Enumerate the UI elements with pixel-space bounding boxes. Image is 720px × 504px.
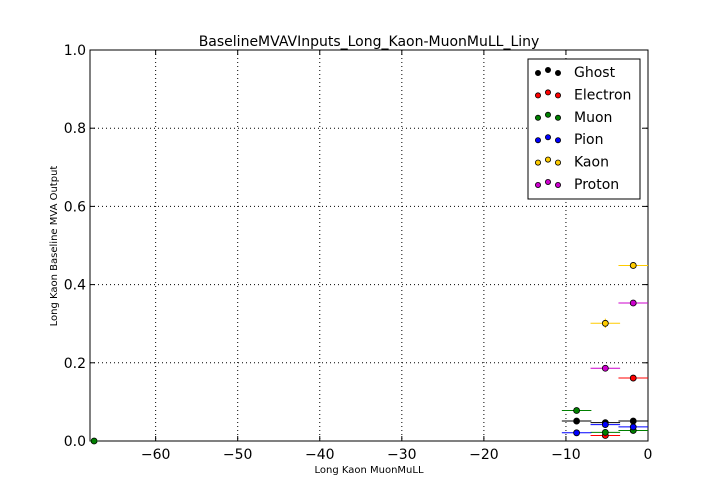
data-point-muon — [573, 407, 581, 414]
x-tick-label: −30 — [387, 447, 417, 463]
chart-title: BaselineMVAVInputs_Long_Kaon-MuonMuLL_Li… — [199, 34, 540, 50]
legend-marker-pion — [535, 137, 542, 144]
series-muon — [90, 407, 648, 445]
y-tick-label: 0.4 — [64, 278, 86, 294]
legend-marker-kaon — [535, 159, 542, 166]
data-point-ghost — [629, 417, 637, 425]
data-point-proton — [601, 364, 609, 372]
plot-frame — [89, 49, 649, 442]
y-tick-label: 0.6 — [64, 199, 86, 215]
legend-marker-kaon — [555, 159, 562, 166]
legend-marker-ghost — [545, 67, 552, 74]
data-point-pion — [601, 421, 609, 428]
legend-marker-muon — [555, 114, 562, 121]
axis-ticks: −60 −50 −40 −30 −20 −10 0 0.0 0.2 0.4 0.6 0.8 1.0 — [64, 43, 653, 463]
x-axis-label: Long Kaon MuonMuLL — [314, 465, 423, 476]
y-tick-label: 0.8 — [64, 121, 86, 137]
data-point-proton — [629, 299, 637, 307]
legend-marker-muon — [545, 111, 552, 118]
data-point-ghost — [573, 417, 581, 425]
legend-marker-electron — [555, 92, 562, 99]
data-point-muon — [601, 428, 609, 436]
data-point-kaon — [629, 262, 637, 269]
legend-marker-proton — [555, 181, 562, 188]
legend: Ghost Electron Muon Pion Kaon Proton — [527, 58, 641, 200]
y-tick-label: 0.2 — [64, 356, 86, 372]
x-tick-label: −20 — [469, 447, 499, 463]
legend-label-pion: Pion — [574, 132, 603, 148]
y-tick-label: 0.0 — [64, 434, 86, 450]
legend-marker-pion — [555, 137, 562, 144]
y-axis-label: Long Kaon Baseline MVA Output — [49, 166, 60, 327]
legend-label-muon: Muon — [574, 110, 612, 126]
legend-marker-kaon — [545, 156, 552, 163]
data-point-pion — [573, 429, 581, 437]
data-point-electron — [629, 374, 637, 382]
x-tick-label: −50 — [223, 447, 253, 463]
x-tick-label: −60 — [141, 447, 171, 463]
series-electron — [590, 374, 648, 439]
data-point-muon — [90, 437, 98, 445]
legend-marker-ghost — [555, 70, 562, 77]
data-layer — [90, 262, 648, 445]
legend-marker-proton — [545, 178, 552, 185]
x-tick-label: −40 — [305, 447, 335, 463]
legend-label-proton: Proton — [574, 177, 619, 193]
legend-marker-muon — [535, 114, 542, 121]
legend-label-electron: Electron — [574, 87, 631, 103]
series-pion — [561, 421, 648, 437]
series-proton — [590, 299, 648, 372]
legend-box — [527, 58, 641, 200]
legend-marker-electron — [535, 92, 542, 99]
data-point-kaon — [601, 319, 609, 327]
y-tick-label: 1.0 — [64, 43, 86, 59]
legend-label-kaon: Kaon — [574, 155, 609, 171]
data-point-pion — [629, 423, 637, 431]
legend-marker-electron — [545, 89, 552, 96]
legend-label-ghost: Ghost — [574, 65, 616, 81]
legend-marker-ghost — [535, 70, 542, 77]
x-tick-label: 0 — [644, 447, 653, 463]
legend-marker-pion — [545, 134, 552, 141]
legend-marker-proton — [535, 181, 542, 188]
series-kaon — [590, 262, 648, 329]
x-tick-label: −10 — [551, 447, 581, 463]
